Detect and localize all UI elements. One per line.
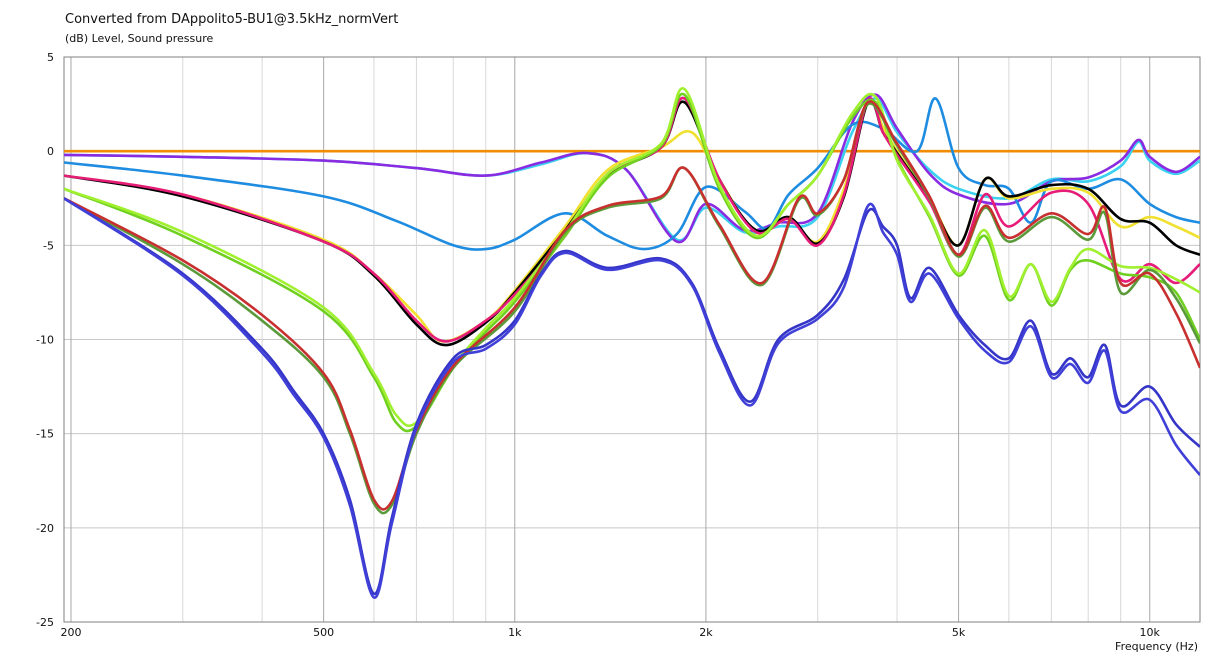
y-tick-label: -10 <box>36 334 54 347</box>
y-tick-label: 5 <box>47 51 54 64</box>
chart-subtitle: (dB) Level, Sound pressure <box>65 32 214 45</box>
series-line-6 <box>64 98 1200 347</box>
y-tick-label: 0 <box>47 145 54 158</box>
series-line-13 <box>64 197 1200 599</box>
y-tick-label: -5 <box>43 239 54 252</box>
series-line-4 <box>64 97 1200 251</box>
x-tick-label: 500 <box>313 626 334 639</box>
y-tick-label: -15 <box>36 428 54 441</box>
chart-title: Converted from DAppolito5-BU1@3.5kHz_nor… <box>65 12 399 27</box>
x-tick-label: 10k <box>1140 626 1161 639</box>
x-tick-label: 2k <box>699 626 713 639</box>
series-line-11 <box>64 100 1200 511</box>
series-line-9 <box>64 87 1200 428</box>
x-tick-label: 200 <box>60 626 81 639</box>
x-tick-label: 5k <box>952 626 966 639</box>
y-tick-label: -25 <box>36 616 54 629</box>
x-axis-label: Frequency (Hz) <box>1115 640 1198 653</box>
x-tick-label: 1k <box>508 626 522 639</box>
y-tick-label: -20 <box>36 522 54 535</box>
series-line-10 <box>64 102 1200 515</box>
